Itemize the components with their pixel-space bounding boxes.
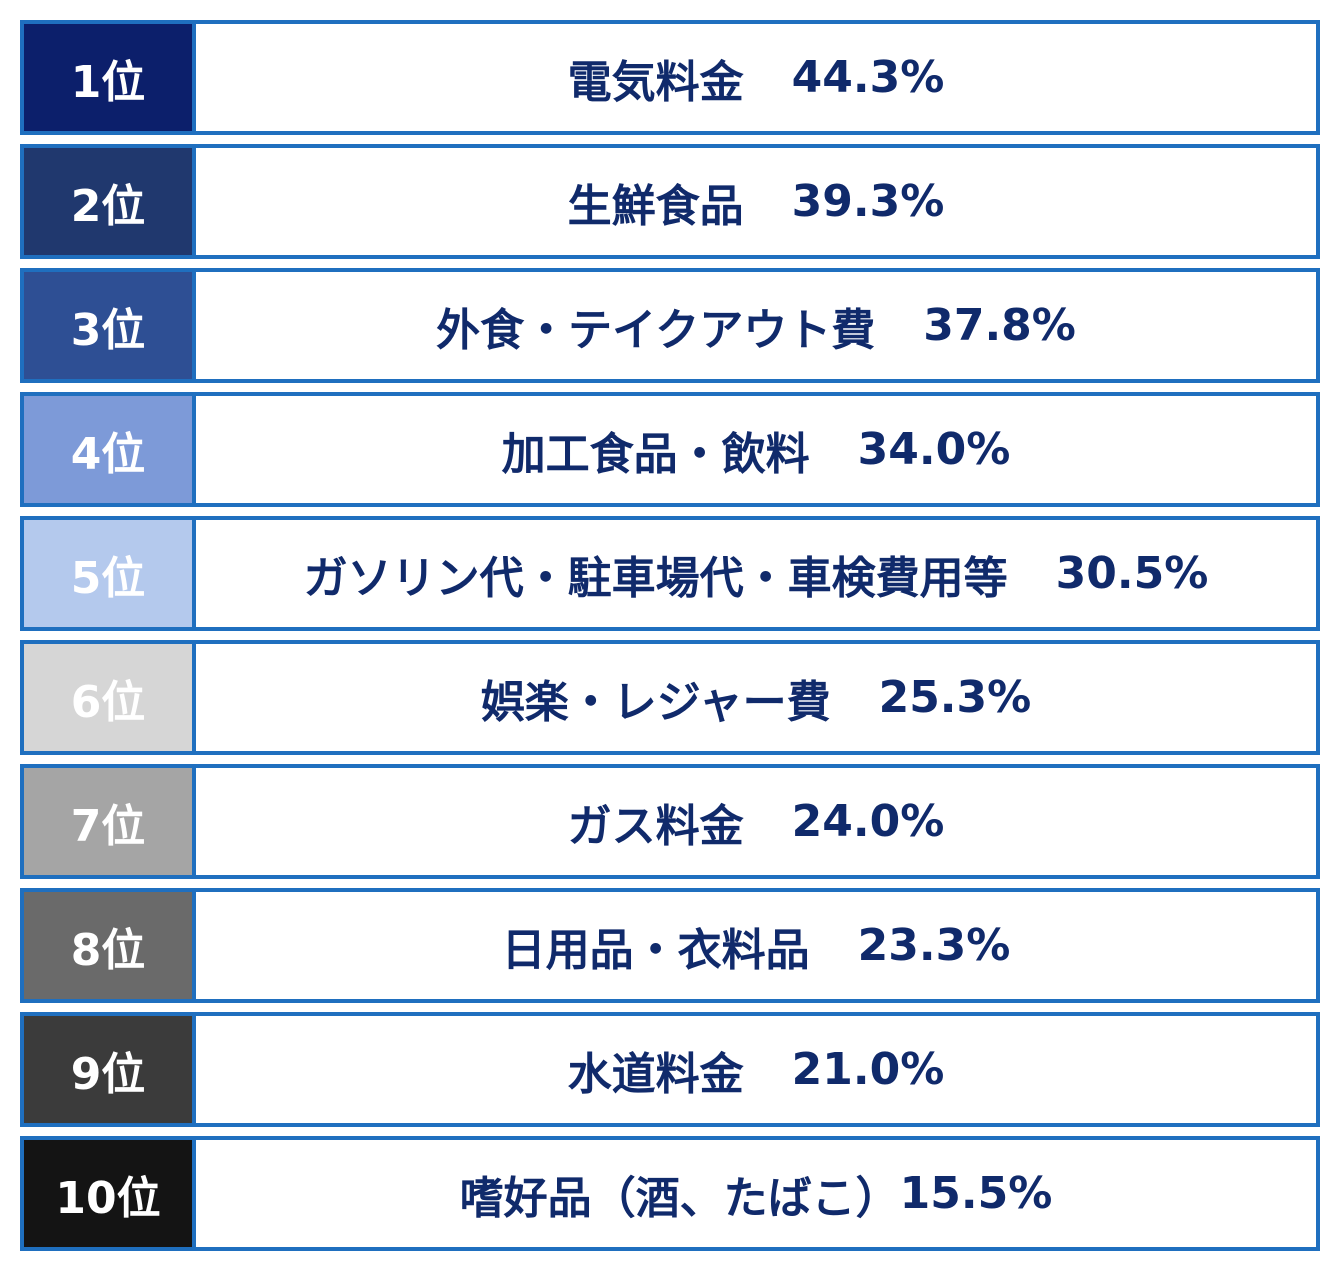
rank-badge: 9位 — [24, 1016, 196, 1123]
ranking-row-4: 4位 加工食品・飲料 34.0% — [20, 392, 1320, 507]
item-label: ガス料金 24.0% — [196, 768, 1316, 875]
item-value: 24.0% — [791, 796, 945, 847]
item-name: 加工食品・飲料 — [501, 428, 810, 480]
item-value: 39.3% — [791, 176, 945, 227]
item-value: 15.5% — [899, 1168, 1053, 1219]
item-label: 娯楽・レジャー費 25.3% — [196, 644, 1316, 751]
ranking-row-10: 10位 嗜好品（酒、たばこ） 15.5% — [20, 1136, 1320, 1251]
item-value: 30.5% — [1055, 548, 1209, 599]
item-label: 水道料金 21.0% — [196, 1016, 1316, 1123]
ranking-row-6: 6位 娯楽・レジャー費 25.3% — [20, 640, 1320, 755]
rank-badge: 4位 — [24, 396, 196, 503]
item-name: 生鮮食品 — [567, 180, 744, 232]
item-label: 電気料金 44.3% — [196, 24, 1316, 131]
rank-badge: 5位 — [24, 520, 196, 627]
rank-badge: 3位 — [24, 272, 196, 379]
item-label: 外食・テイクアウト費 37.8% — [196, 272, 1316, 379]
rank-badge: 10位 — [24, 1140, 196, 1247]
item-label: 生鮮食品 39.3% — [196, 148, 1316, 255]
item-value: 23.3% — [857, 920, 1011, 971]
item-label: 加工食品・飲料 34.0% — [196, 396, 1316, 503]
ranking-row-1: 1位 電気料金 44.3% — [20, 20, 1320, 135]
ranking-table: 1位 電気料金 44.3% 2位 生鮮食品 39.3% 3位 外食・テイクアウト… — [20, 20, 1320, 1260]
item-name: ガソリン代・駐車場代・車検費用等 — [303, 552, 1008, 604]
item-name: 水道料金 — [567, 1048, 744, 1100]
item-label: 日用品・衣料品 23.3% — [196, 892, 1316, 999]
rank-badge: 2位 — [24, 148, 196, 255]
item-value: 25.3% — [878, 672, 1032, 723]
item-value: 21.0% — [791, 1044, 945, 1095]
item-name: 娯楽・レジャー費 — [480, 676, 831, 728]
item-name: 外食・テイクアウト費 — [436, 304, 876, 356]
item-value: 34.0% — [857, 424, 1011, 475]
item-value: 37.8% — [923, 300, 1076, 351]
item-label: 嗜好品（酒、たばこ） 15.5% — [196, 1140, 1316, 1247]
ranking-row-8: 8位 日用品・衣料品 23.3% — [20, 888, 1320, 1003]
ranking-row-9: 9位 水道料金 21.0% — [20, 1012, 1320, 1127]
rank-badge: 7位 — [24, 768, 196, 875]
item-name: 日用品・衣料品 — [501, 924, 810, 976]
rank-badge: 6位 — [24, 644, 196, 751]
item-name: 嗜好品（酒、たばこ） — [459, 1172, 900, 1224]
rank-badge: 8位 — [24, 892, 196, 999]
ranking-row-3: 3位 外食・テイクアウト費 37.8% — [20, 268, 1320, 383]
item-name: ガス料金 — [567, 800, 744, 852]
item-label: ガソリン代・駐車場代・車検費用等 30.5% — [196, 520, 1316, 627]
ranking-row-7: 7位 ガス料金 24.0% — [20, 764, 1320, 879]
rank-badge: 1位 — [24, 24, 196, 131]
ranking-row-5: 5位 ガソリン代・駐車場代・車検費用等 30.5% — [20, 516, 1320, 631]
ranking-row-2: 2位 生鮮食品 39.3% — [20, 144, 1320, 259]
item-value: 44.3% — [791, 52, 945, 103]
item-name: 電気料金 — [567, 56, 744, 108]
